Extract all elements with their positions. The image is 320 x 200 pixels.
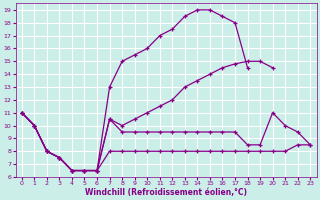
X-axis label: Windchill (Refroidissement éolien,°C): Windchill (Refroidissement éolien,°C): [85, 188, 247, 197]
